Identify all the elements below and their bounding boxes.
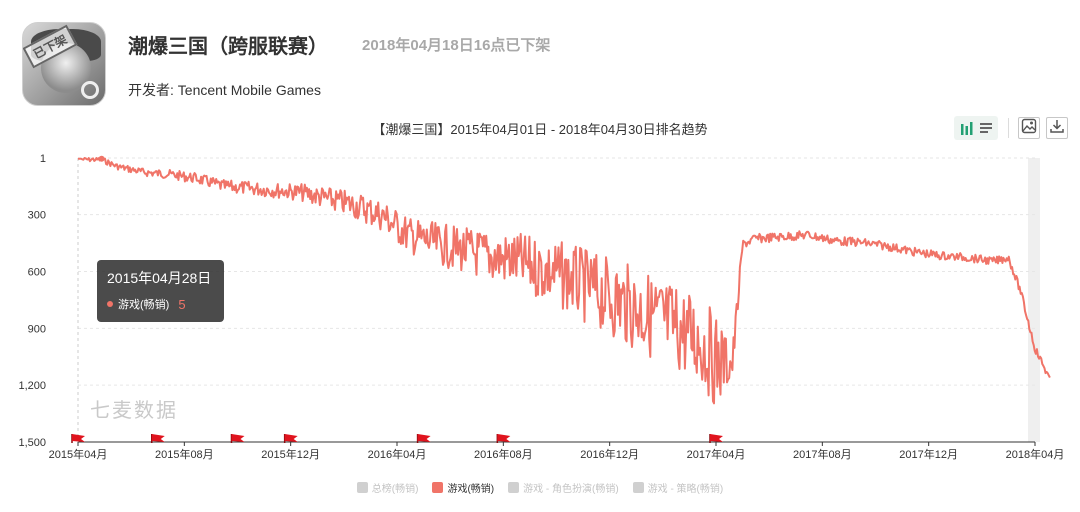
y-tick-label: 600 xyxy=(28,266,46,278)
download-button[interactable] xyxy=(1046,117,1068,139)
x-tick-label: 2017年12月 xyxy=(899,447,958,461)
highlight-point xyxy=(98,155,105,162)
legend-swatch xyxy=(508,482,520,493)
event-flag[interactable] xyxy=(151,434,165,443)
toolbar-divider xyxy=(1008,118,1009,138)
tooltip-value: 5 xyxy=(178,296,186,312)
event-flag[interactable] xyxy=(230,434,245,443)
x-axis: 2015年04月 2015年08月 2015年12月 2016年04月 2016年08月… xyxy=(49,442,1065,461)
event-flag[interactable] xyxy=(71,434,85,443)
x-tick-label: 2015年04月 xyxy=(49,447,108,461)
tooltip-series-name: 游戏(畅销) xyxy=(118,299,170,311)
save-image-button[interactable] xyxy=(1018,117,1040,139)
x-tick-label: 2015年12月 xyxy=(261,447,320,461)
y-tick-label: 1 xyxy=(40,153,46,165)
legend-swatch xyxy=(432,482,444,493)
legend-item[interactable]: 游戏 - 策略(畅销) xyxy=(632,480,724,495)
legend-swatch xyxy=(356,482,368,493)
x-tick-label: 2016年04月 xyxy=(368,447,427,461)
bar-chart-icon[interactable] xyxy=(960,120,974,136)
chart-tooltip: 2015年04月28日 游戏(畅销) 5 xyxy=(97,260,224,322)
x-tick-label: 2017年08月 xyxy=(793,447,852,461)
tooltip-row: 游戏(畅销) 5 xyxy=(107,296,214,312)
list-icon[interactable] xyxy=(979,120,993,136)
chart-title: 【潮爆三国】2015年04月01日 - 2018年04月30日排名趋势 xyxy=(372,122,708,137)
chart-legend: 总榜(畅销) 游戏(畅销) 游戏 - 角色扮演(畅销) 游戏 - 策略(畅销) xyxy=(0,480,1080,495)
legend-label: 游戏 - 角色扮演(畅销) xyxy=(523,484,619,495)
y-tick-label: 1,500 xyxy=(18,437,46,449)
download-icon xyxy=(1049,118,1065,139)
hover-band xyxy=(1028,158,1040,442)
app-title: 潮爆三国（跨服联赛） xyxy=(128,36,328,58)
y-tick-label: 300 xyxy=(28,210,46,222)
x-tick-label: 2016年08月 xyxy=(474,447,533,461)
legend-label: 游戏(畅销) xyxy=(447,484,495,495)
app-icon: 已下架 xyxy=(22,22,106,106)
y-axis: 1 300 600 900 1,200 1,500 xyxy=(18,153,1035,449)
legend-item[interactable]: 游戏(畅销) xyxy=(432,480,494,495)
app-status: 2018年04月18日16点已下架 xyxy=(362,37,551,54)
y-tick-label: 900 xyxy=(28,323,46,335)
tooltip-series-dot xyxy=(107,301,113,307)
event-flag[interactable] xyxy=(496,434,511,443)
chart-view-switch[interactable] xyxy=(954,116,998,140)
event-flag[interactable] xyxy=(416,434,431,443)
legend-label: 游戏 - 策略(畅销) xyxy=(647,484,724,495)
legend-item[interactable]: 总榜(畅销) xyxy=(356,480,419,495)
app-icon-badge xyxy=(81,81,99,99)
series-line-game-grossing xyxy=(78,157,1051,405)
image-icon xyxy=(1021,118,1037,139)
x-tick-label: 2018年04月 xyxy=(1006,447,1065,461)
x-tick-label: 2017年04月 xyxy=(687,447,746,461)
x-tick-label: 2016年12月 xyxy=(580,447,639,461)
event-flags[interactable] xyxy=(71,434,723,443)
legend-label: 总榜(畅销) xyxy=(371,484,419,495)
event-flag[interactable] xyxy=(709,434,723,443)
watermark: 七麦数据 xyxy=(90,400,178,422)
legend-swatch xyxy=(632,482,644,493)
tooltip-date: 2015年04月28日 xyxy=(107,270,212,286)
legend-item[interactable]: 游戏 - 角色扮演(畅销) xyxy=(508,480,619,495)
event-flag[interactable] xyxy=(283,434,298,443)
y-tick-label: 1,200 xyxy=(18,380,46,392)
x-tick-label: 2015年08月 xyxy=(155,447,214,461)
developer-label[interactable]: 开发者: Tencent Mobile Games xyxy=(128,82,321,98)
